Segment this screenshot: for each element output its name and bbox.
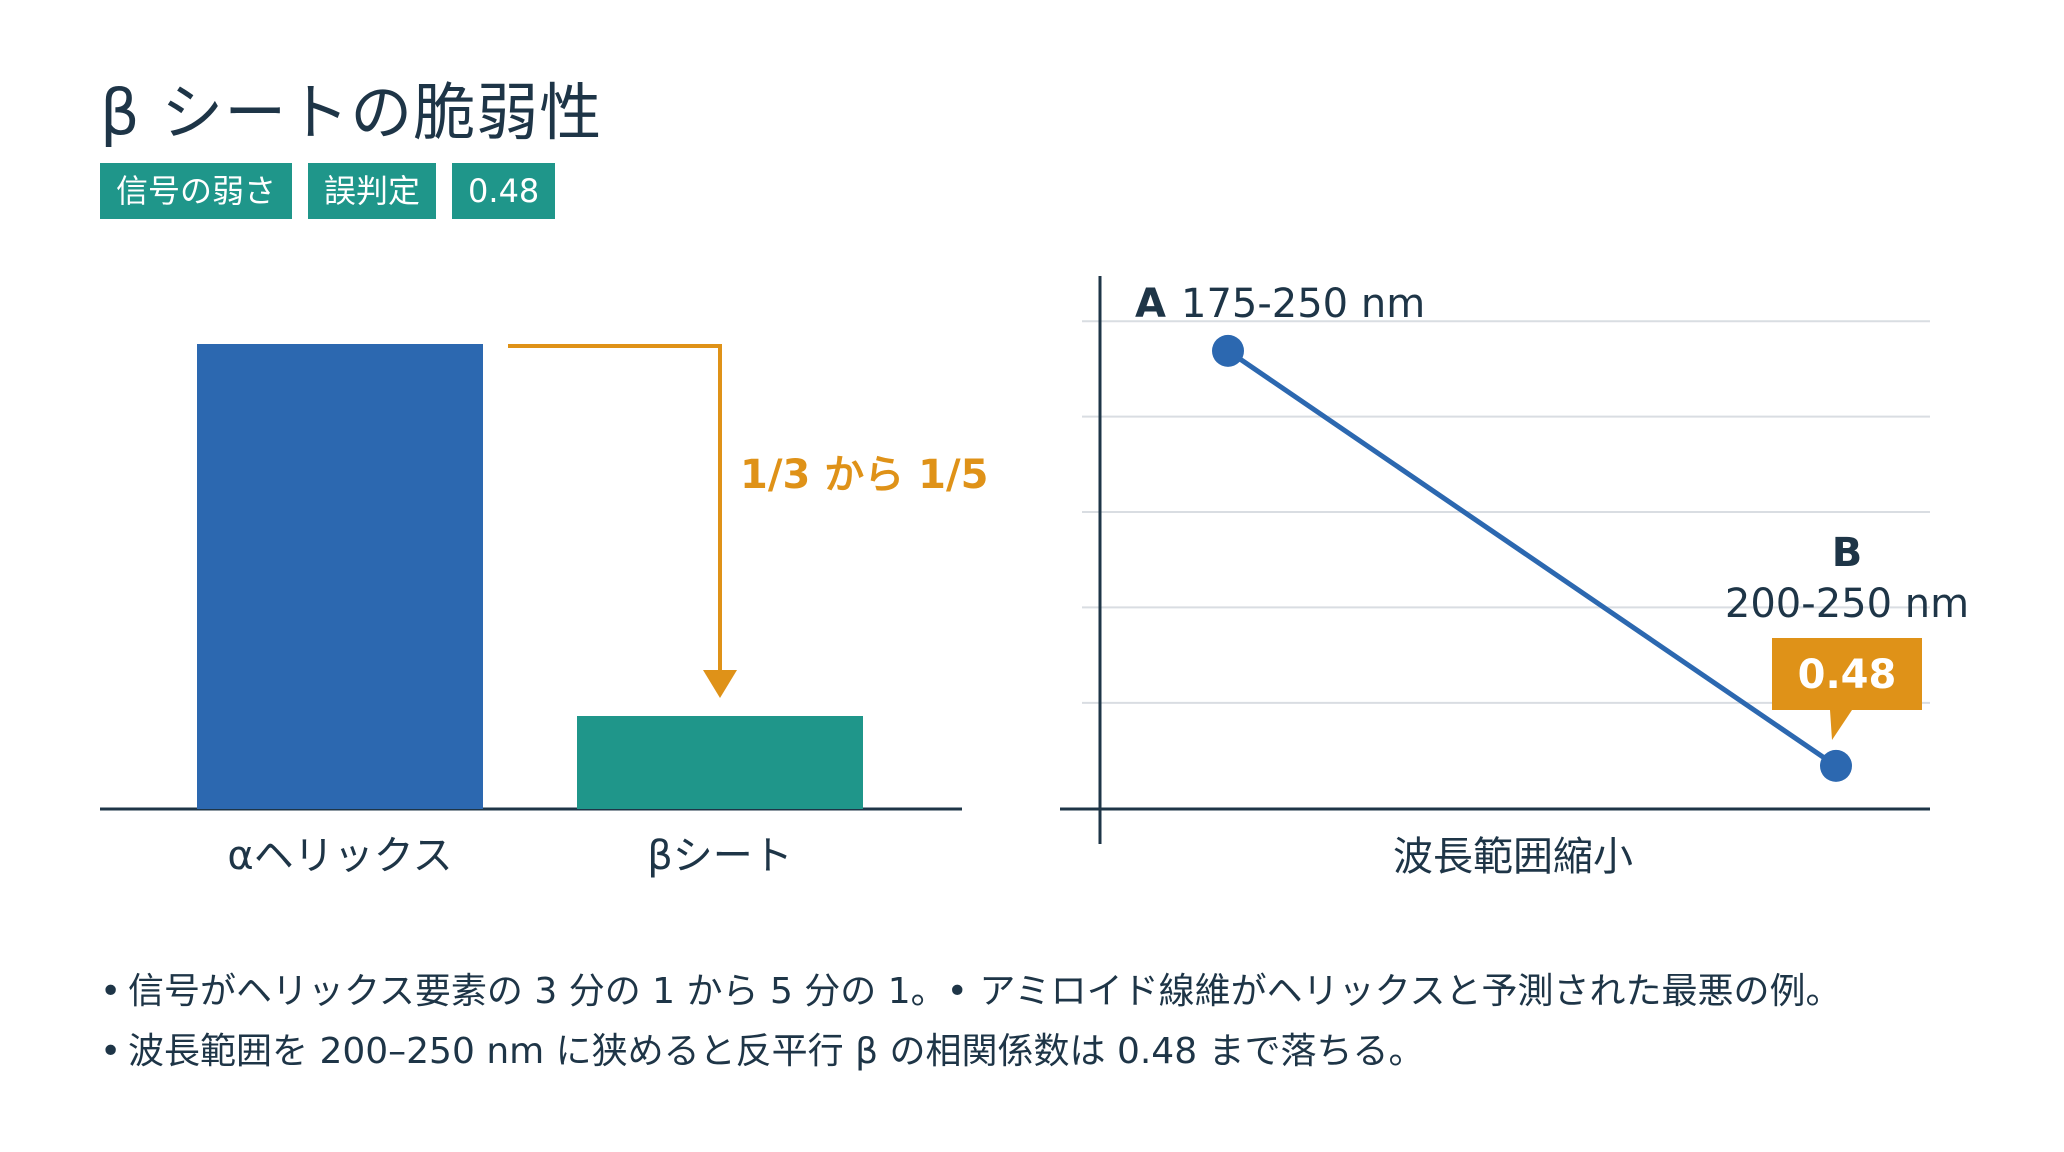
- drop-arrow: [508, 344, 722, 674]
- tag-correlation: 0.48: [452, 163, 556, 219]
- bar-chart: αヘリックス βシート 1/3 から 1/5: [100, 344, 988, 879]
- point-a-letter: A: [1135, 281, 1166, 327]
- bar-label-beta-sheet: βシート: [647, 833, 793, 879]
- data-point-a: [1212, 334, 1244, 367]
- bar-label-alpha-helix: αヘリックス: [227, 833, 452, 879]
- callout-value: 0.48: [1798, 652, 1897, 698]
- charts-canvas: αヘリックス βシート 1/3 から 1/5 A 175-250 nm B 20…: [100, 276, 1969, 880]
- point-a-range: 175-250 nm: [1181, 281, 1425, 327]
- tag-misclassification: 誤判定: [308, 163, 437, 219]
- bar-alpha-helix: [197, 344, 483, 809]
- point-b-range: 200-250 nm: [1725, 581, 1969, 627]
- bullet-marker: •: [100, 1031, 122, 1072]
- series-line: [1226, 348, 1838, 768]
- tag-weak-signal: 信号の弱さ: [100, 163, 293, 219]
- callout-box: [1772, 638, 1922, 740]
- bullet-text: 波長範囲を 200–250 nm に狭めると反平行 β の相関係数は 0.48 …: [128, 1031, 1425, 1072]
- tag-row: 信号の弱さ 誤判定 0.48: [100, 163, 556, 219]
- bullet-text: 信号がヘリックス要素の 3 分の 1 から 5 分の 1。• アミロイド線維がヘ…: [128, 971, 1842, 1012]
- bullet-list: • 信号がヘリックス要素の 3 分の 1 から 5 分の 1。• アミロイド線維が…: [100, 962, 1842, 1082]
- bullet-marker: •: [100, 971, 122, 1012]
- point-b-letter: B: [1832, 530, 1863, 576]
- line-chart-x-label: 波長範囲縮小: [1393, 834, 1633, 880]
- drop-arrow-head: [703, 670, 737, 698]
- data-point-b: [1820, 749, 1852, 782]
- bullet-item: • 信号がヘリックス要素の 3 分の 1 から 5 分の 1。• アミロイド線維が…: [100, 962, 1842, 1022]
- slide-title: β シートの脆弱性: [100, 76, 603, 149]
- line-chart: A 175-250 nm B 200-250 nm 0.48 波長範囲縮小: [1060, 276, 1969, 880]
- drop-annotation: 1/3 から 1/5: [740, 452, 988, 498]
- bar-beta-sheet: [577, 716, 863, 809]
- bullet-item: • 波長範囲を 200–250 nm に狭めると反平行 β の相関係数は 0.48…: [100, 1022, 1842, 1082]
